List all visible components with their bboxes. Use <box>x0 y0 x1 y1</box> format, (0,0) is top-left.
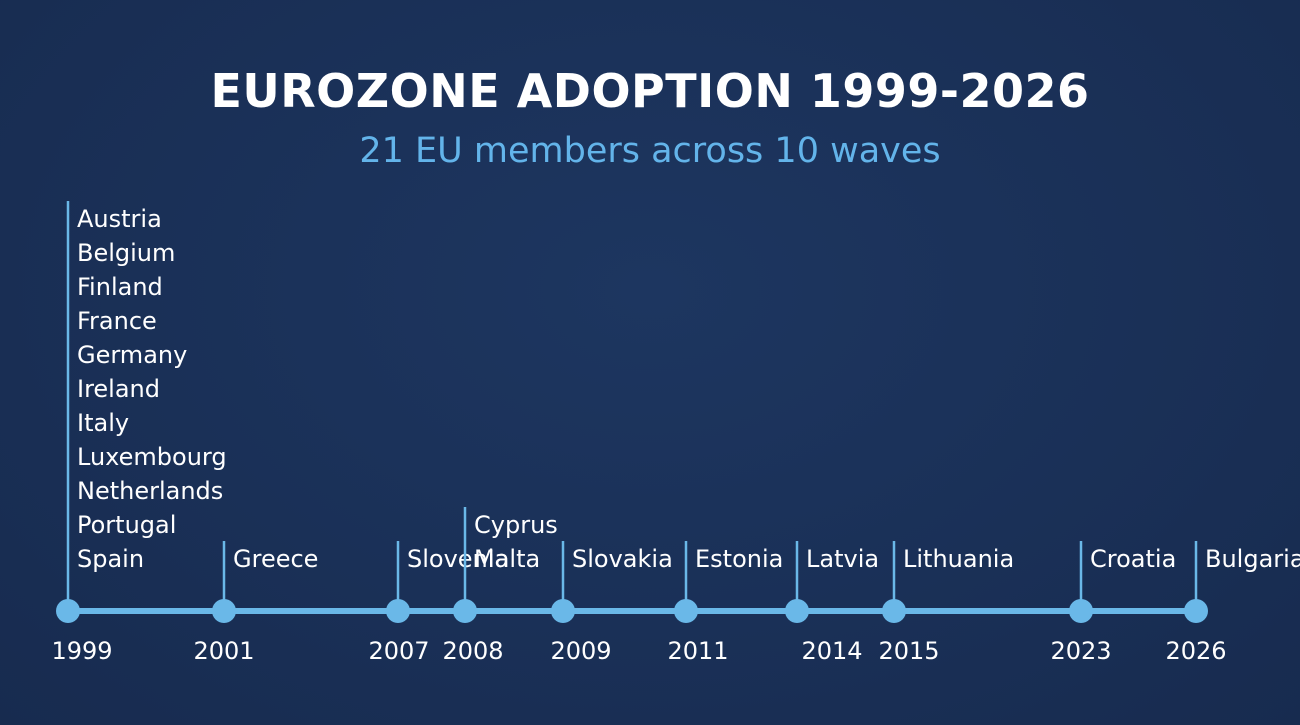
timeline-wave-2001: Greece 2001 <box>193 541 318 665</box>
timeline-waves: Austria Belgium Finland France Germany Irelan… <box>51 201 1300 665</box>
year-label: 1999 <box>51 637 112 665</box>
timeline-wave-2023: Croatia 2023 <box>1050 541 1176 665</box>
country-label: Greece <box>233 545 318 573</box>
year-label: 2015 <box>878 637 939 665</box>
wave-marker <box>386 599 410 623</box>
timeline-wave-2009: Slovakia 2009 <box>550 541 673 665</box>
country-label: Ireland <box>77 375 160 403</box>
year-label: 2001 <box>193 637 254 665</box>
country-label: Portugal <box>77 511 176 539</box>
timeline-wave-1999: Austria Belgium Finland France Germany Irelan… <box>51 201 227 665</box>
wave-marker <box>1069 599 1093 623</box>
wave-marker <box>212 599 236 623</box>
country-label: Belgium <box>77 239 175 267</box>
timeline-wave-2014: Latvia 2014 <box>785 541 879 665</box>
country-label: Italy <box>77 409 129 437</box>
wave-marker <box>453 599 477 623</box>
country-label: France <box>77 307 157 335</box>
year-label: 2009 <box>550 637 611 665</box>
wave-marker <box>674 599 698 623</box>
year-label: 2011 <box>667 637 728 665</box>
year-label: 2007 <box>368 637 429 665</box>
country-label: Lithuania <box>903 545 1014 573</box>
country-label: Slovenia <box>407 545 509 573</box>
timeline-wave-2011: Estonia 2011 <box>667 541 783 665</box>
country-label: Latvia <box>806 545 879 573</box>
page-subtitle: 21 EU members across 10 waves <box>359 131 941 171</box>
wave-marker <box>882 599 906 623</box>
timeline-wave-2007: Slovenia 2007 <box>368 541 509 665</box>
year-label: 2023 <box>1050 637 1111 665</box>
country-label: Cyprus <box>474 511 558 539</box>
timeline-wave-2015: Lithuania 2015 <box>878 541 1014 665</box>
timeline-wave-2026: Bulgaria 2026 <box>1165 541 1300 665</box>
country-label: Luxembourg <box>77 443 227 471</box>
country-label: Slovakia <box>572 545 673 573</box>
wave-marker <box>785 599 809 623</box>
country-label: Bulgaria <box>1205 545 1300 573</box>
year-label: 2014 <box>801 637 862 665</box>
country-label: Finland <box>77 273 163 301</box>
country-label: Netherlands <box>77 477 223 505</box>
wave-marker <box>551 599 575 623</box>
country-label: Estonia <box>695 545 783 573</box>
country-label: Malta <box>474 545 540 573</box>
wave-marker <box>56 599 80 623</box>
wave-marker <box>1184 599 1208 623</box>
country-label: Germany <box>77 341 187 369</box>
country-label: Croatia <box>1090 545 1176 573</box>
country-label: Spain <box>77 545 144 573</box>
year-label: 2008 <box>442 637 503 665</box>
timeline-wave-2008: Cyprus Malta 2008 <box>442 507 558 665</box>
page-title: EUROZONE ADOPTION 1999-2026 <box>210 64 1090 118</box>
country-label: Austria <box>77 205 162 233</box>
year-label: 2026 <box>1165 637 1226 665</box>
